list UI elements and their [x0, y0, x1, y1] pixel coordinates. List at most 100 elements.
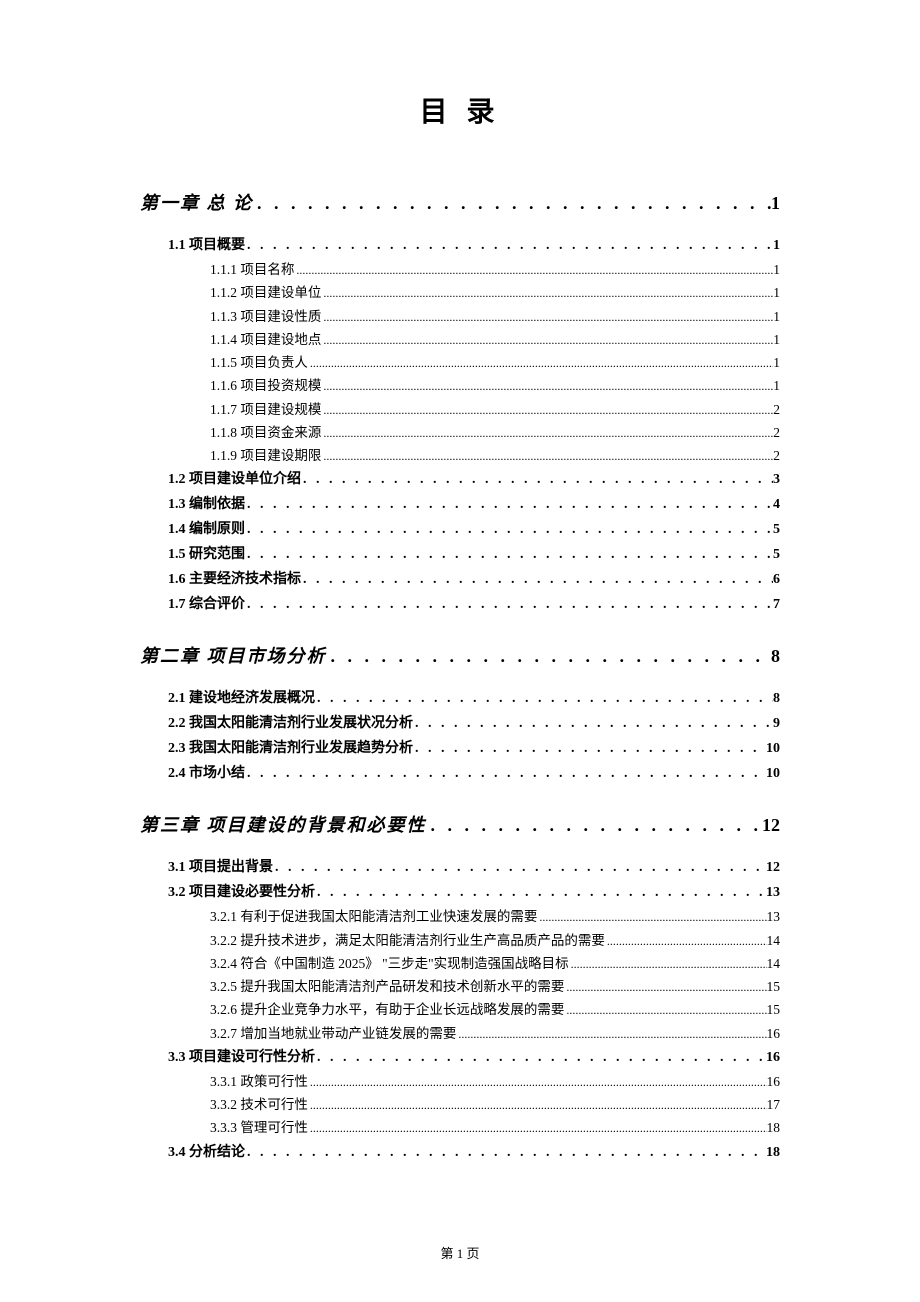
toc-entry-page: 15	[767, 977, 781, 997]
toc-section-row: 2.1 建设地经济发展概况. . . . . . . . . . . . . .…	[168, 688, 780, 709]
toc-entry-label: 1.3 编制依据	[168, 494, 245, 515]
toc-entry-label: 1.1.9 项目建设期限	[210, 446, 321, 466]
toc-section-row: 3.3 项目建设可行性分析. . . . . . . . . . . . . .…	[168, 1047, 780, 1068]
toc-entry-label: 1.7 综合评价	[168, 594, 245, 615]
toc-leader-dots: . . . . . . . . . . . . . . . . . . . . …	[315, 688, 773, 709]
toc-entry-label: 2.4 市场小结	[168, 763, 245, 784]
toc-subsection-row: 1.1.9 项目建设期限............................…	[210, 446, 780, 466]
toc-chapter-row: 第二章 项目市场分析. . . . . . . . . . . . . . . …	[140, 643, 780, 670]
toc-entry-label: 3.3.3 管理可行性	[210, 1118, 308, 1138]
toc-subsection-row: 3.2.2 提升技术进步，满足太阳能清洁剂行业生产高品质产品的需要.......…	[210, 931, 780, 951]
toc-entry-label: 1.1.6 项目投资规模	[210, 376, 321, 396]
toc-entry-page: 16	[766, 1047, 780, 1068]
toc-entry-label: 3.2.6 提升企业竞争力水平，有助于企业长远战略发展的需要	[210, 1000, 564, 1020]
toc-entry-page: 1	[773, 260, 780, 280]
toc-entry-label: 1.1.7 项目建设规模	[210, 400, 321, 420]
toc-section-row: 3.2 项目建设必要性分析. . . . . . . . . . . . . .…	[168, 882, 780, 903]
toc-entry-label: 1.1.1 项目名称	[210, 260, 294, 280]
toc-section-row: 2.2 我国太阳能清洁剂行业发展状况分析. . . . . . . . . . …	[168, 713, 780, 734]
toc-subsection-row: 1.1.7 项目建设规模............................…	[210, 400, 780, 420]
toc-entry-label: 2.1 建设地经济发展概况	[168, 688, 315, 709]
toc-leader-dots: ........................................…	[321, 447, 773, 465]
toc-leader-dots: ........................................…	[308, 1096, 767, 1114]
toc-leader-dots: . . . . . . . . . . . . . . . . . . . . …	[245, 494, 773, 515]
toc-subsection-row: 3.3.2 技术可行性.............................…	[210, 1095, 780, 1115]
toc-entry-page: 1	[773, 376, 780, 396]
toc-entry-page: 5	[773, 544, 780, 565]
toc-entry-label: 3.2.1 有利于促进我国太阳能清洁剂工业快速发展的需要	[210, 907, 537, 927]
toc-leader-dots: ........................................…	[321, 308, 773, 326]
toc-entry-label: 3.3.2 技术可行性	[210, 1095, 308, 1115]
toc-section-row: 1.3 编制依据. . . . . . . . . . . . . . . . …	[168, 494, 780, 515]
toc-container: 第一章 总 论. . . . . . . . . . . . . . . . .…	[140, 190, 780, 1163]
toc-entry-page: 8	[771, 643, 780, 670]
toc-entry-page: 9	[773, 713, 780, 734]
toc-entry-page: 1	[773, 330, 780, 350]
toc-leader-dots: . . . . . . . . . . . . . . . . . . . . …	[245, 763, 766, 784]
toc-leader-dots: . . . . . . . . . . . . . . . . . . . . …	[301, 569, 773, 590]
toc-leader-dots: . . . . . . . . . . . . . . . . . . . . …	[253, 190, 771, 217]
toc-section-row: 3.1 项目提出背景. . . . . . . . . . . . . . . …	[168, 857, 780, 878]
toc-section-row: 1.7 综合评价. . . . . . . . . . . . . . . . …	[168, 594, 780, 615]
toc-subsection-row: 3.2.5 提升我国太阳能清洁剂产品研发和技术创新水平的需要..........…	[210, 977, 780, 997]
toc-leader-dots: . . . . . . . . . . . . . . . . . . . . …	[315, 1047, 766, 1068]
toc-entry-label: 3.2.2 提升技术进步，满足太阳能清洁剂行业生产高品质产品的需要	[210, 931, 605, 951]
toc-entry-page: 3	[773, 469, 780, 490]
toc-chapter-row: 第三章 项目建设的背景和必要性. . . . . . . . . . . . .…	[140, 812, 780, 839]
toc-section-row: 3.4 分析结论. . . . . . . . . . . . . . . . …	[168, 1142, 780, 1163]
toc-entry-page: 4	[773, 494, 780, 515]
toc-leader-dots: . . . . . . . . . . . . . . . . . . . . …	[245, 594, 773, 615]
toc-entry-label: 3.3 项目建设可行性分析	[168, 1047, 315, 1068]
toc-entry-page: 17	[767, 1095, 781, 1115]
toc-entry-page: 6	[773, 569, 780, 590]
toc-subsection-row: 1.1.6 项目投资规模............................…	[210, 376, 780, 396]
toc-leader-dots: . . . . . . . . . . . . . . . . . . . . …	[413, 738, 766, 759]
toc-entry-page: 12	[766, 857, 780, 878]
toc-leader-dots: . . . . . . . . . . . . . . . . . . . . …	[273, 857, 766, 878]
toc-entry-page: 13	[766, 882, 780, 903]
toc-entry-label: 3.3.1 政策可行性	[210, 1072, 308, 1092]
toc-entry-page: 5	[773, 519, 780, 540]
toc-entry-page: 13	[767, 907, 781, 927]
toc-leader-dots: ........................................…	[308, 1073, 767, 1091]
toc-entry-label: 1.1.5 项目负责人	[210, 353, 308, 373]
toc-entry-label: 1.1.8 项目资金来源	[210, 423, 321, 443]
toc-entry-label: 2.2 我国太阳能清洁剂行业发展状况分析	[168, 713, 413, 734]
toc-subsection-row: 1.1.4 项目建设地点............................…	[210, 330, 780, 350]
toc-section-row: 1.4 编制原则. . . . . . . . . . . . . . . . …	[168, 519, 780, 540]
toc-leader-dots: ........................................…	[537, 908, 766, 926]
toc-title: 目 录	[140, 90, 780, 130]
toc-section-row: 1.2 项目建设单位介绍. . . . . . . . . . . . . . …	[168, 469, 780, 490]
toc-entry-page: 1	[773, 353, 780, 373]
toc-leader-dots: ........................................…	[569, 955, 767, 973]
toc-leader-dots: ........................................…	[321, 377, 773, 395]
toc-leader-dots: ........................................…	[308, 1119, 767, 1137]
toc-leader-dots: ........................................…	[321, 424, 773, 442]
toc-leader-dots: . . . . . . . . . . . . . . . . . . . . …	[301, 469, 773, 490]
toc-leader-dots: . . . . . . . . . . . . . . . . . . . . …	[427, 812, 763, 839]
toc-entry-label: 3.4 分析结论	[168, 1142, 245, 1163]
toc-subsection-row: 3.2.4 符合《中国制造 2025》 "三步走"实现制造强国战略目标.....…	[210, 954, 780, 974]
toc-entry-page: 1	[771, 190, 780, 217]
toc-subsection-row: 1.1.5 项目负责人.............................…	[210, 353, 780, 373]
toc-leader-dots: ........................................…	[321, 284, 773, 302]
toc-entry-label: 1.1 项目概要	[168, 235, 245, 256]
toc-leader-dots: . . . . . . . . . . . . . . . . . . . . …	[315, 882, 766, 903]
toc-entry-page: 2	[773, 423, 780, 443]
toc-entry-label: 1.1.3 项目建设性质	[210, 307, 321, 327]
toc-entry-label: 第一章 总 论	[140, 190, 253, 217]
toc-entry-label: 第三章 项目建设的背景和必要性	[140, 812, 427, 839]
toc-entry-page: 14	[767, 931, 781, 951]
page-footer: 第 1 页	[0, 1243, 920, 1262]
toc-leader-dots: ........................................…	[564, 978, 766, 996]
toc-entry-label: 1.6 主要经济技术指标	[168, 569, 301, 590]
toc-entry-page: 14	[767, 954, 781, 974]
toc-leader-dots: ........................................…	[456, 1025, 766, 1043]
toc-entry-page: 18	[766, 1142, 780, 1163]
toc-leader-dots: . . . . . . . . . . . . . . . . . . . . …	[327, 643, 772, 670]
toc-leader-dots: ........................................…	[564, 1001, 766, 1019]
toc-subsection-row: 3.2.1 有利于促进我国太阳能清洁剂工业快速发展的需要............…	[210, 907, 780, 927]
toc-entry-page: 18	[767, 1118, 781, 1138]
toc-subsection-row: 1.1.1 项目名称..............................…	[210, 260, 780, 280]
toc-leader-dots: . . . . . . . . . . . . . . . . . . . . …	[245, 519, 773, 540]
